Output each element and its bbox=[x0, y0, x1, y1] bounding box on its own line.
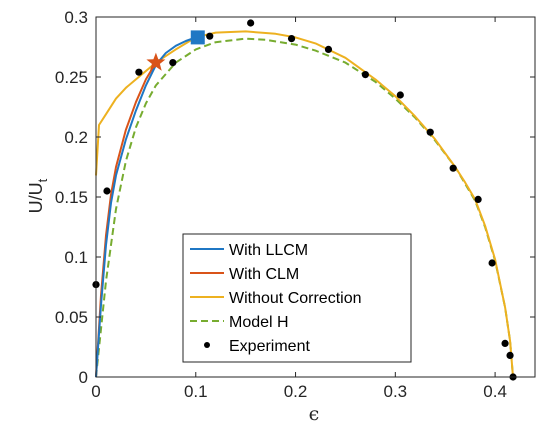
y-tick-label: 0.2 bbox=[64, 128, 88, 147]
experiment-point bbox=[506, 351, 514, 359]
x-tick-label: 0.1 bbox=[184, 382, 208, 401]
experiment-point bbox=[247, 19, 255, 27]
y-axis-label: U/U bbox=[26, 182, 46, 213]
x-tick-label: 0.4 bbox=[483, 382, 507, 401]
y-tick-label: 0 bbox=[79, 368, 88, 387]
y-axis-label-group: U/Ut bbox=[26, 178, 50, 213]
x-tick-label: 0.2 bbox=[284, 382, 308, 401]
experiment-point bbox=[426, 128, 434, 136]
x-axis-label: ϵ bbox=[309, 403, 320, 425]
y-tick-label: 0.1 bbox=[64, 248, 88, 267]
legend: With LLCM With CLM Without Correction Model… bbox=[182, 233, 412, 363]
ticks-layer: 0 0.1 0.2 0.3 0.4 0 0.05 0.1 0.15 0.2 0.25 0.3 bbox=[55, 8, 535, 401]
experiment-point bbox=[103, 187, 111, 195]
experiment-point bbox=[287, 35, 296, 43]
legend-label-experiment: Experiment bbox=[229, 338, 310, 355]
experiment-point bbox=[135, 68, 143, 76]
legend-label-with-llcm: With LLCM bbox=[229, 242, 308, 259]
legend-symbol-experiment bbox=[204, 342, 210, 348]
experiment-point bbox=[474, 195, 482, 203]
experiment-point bbox=[449, 164, 457, 172]
marker-layer bbox=[92, 19, 517, 381]
experiment-point bbox=[488, 259, 496, 267]
experiment-point bbox=[324, 45, 333, 54]
star-marker bbox=[146, 52, 166, 71]
experiment-point bbox=[169, 59, 177, 67]
legend-label-model-h: Model H bbox=[229, 314, 289, 331]
svg-text:U/Ut: U/Ut bbox=[26, 178, 50, 213]
series-line-model-h bbox=[95, 37, 514, 378]
experiment-point bbox=[361, 71, 369, 79]
legend-label-without-correction: Without Correction bbox=[229, 290, 362, 307]
legend-label-with-clm: With CLM bbox=[229, 266, 299, 283]
series-layer bbox=[95, 30, 514, 378]
series-line-without-correction bbox=[95, 30, 514, 378]
experiment-point bbox=[501, 339, 509, 347]
y-tick-label: 0.05 bbox=[55, 308, 88, 327]
x-tick-label: 0 bbox=[91, 382, 100, 401]
series-line-with-llcm bbox=[95, 36, 197, 378]
experiment-point bbox=[396, 91, 404, 99]
y-axis-label-subscript: t bbox=[35, 178, 50, 182]
y-tick-label: 0.25 bbox=[55, 68, 88, 87]
experiment-point bbox=[206, 32, 214, 40]
legend-box bbox=[182, 233, 412, 363]
y-tick-label: 0.3 bbox=[64, 8, 88, 27]
x-tick-label: 0.3 bbox=[383, 382, 407, 401]
square-marker bbox=[190, 30, 205, 45]
y-tick-label: 0.15 bbox=[55, 188, 88, 207]
